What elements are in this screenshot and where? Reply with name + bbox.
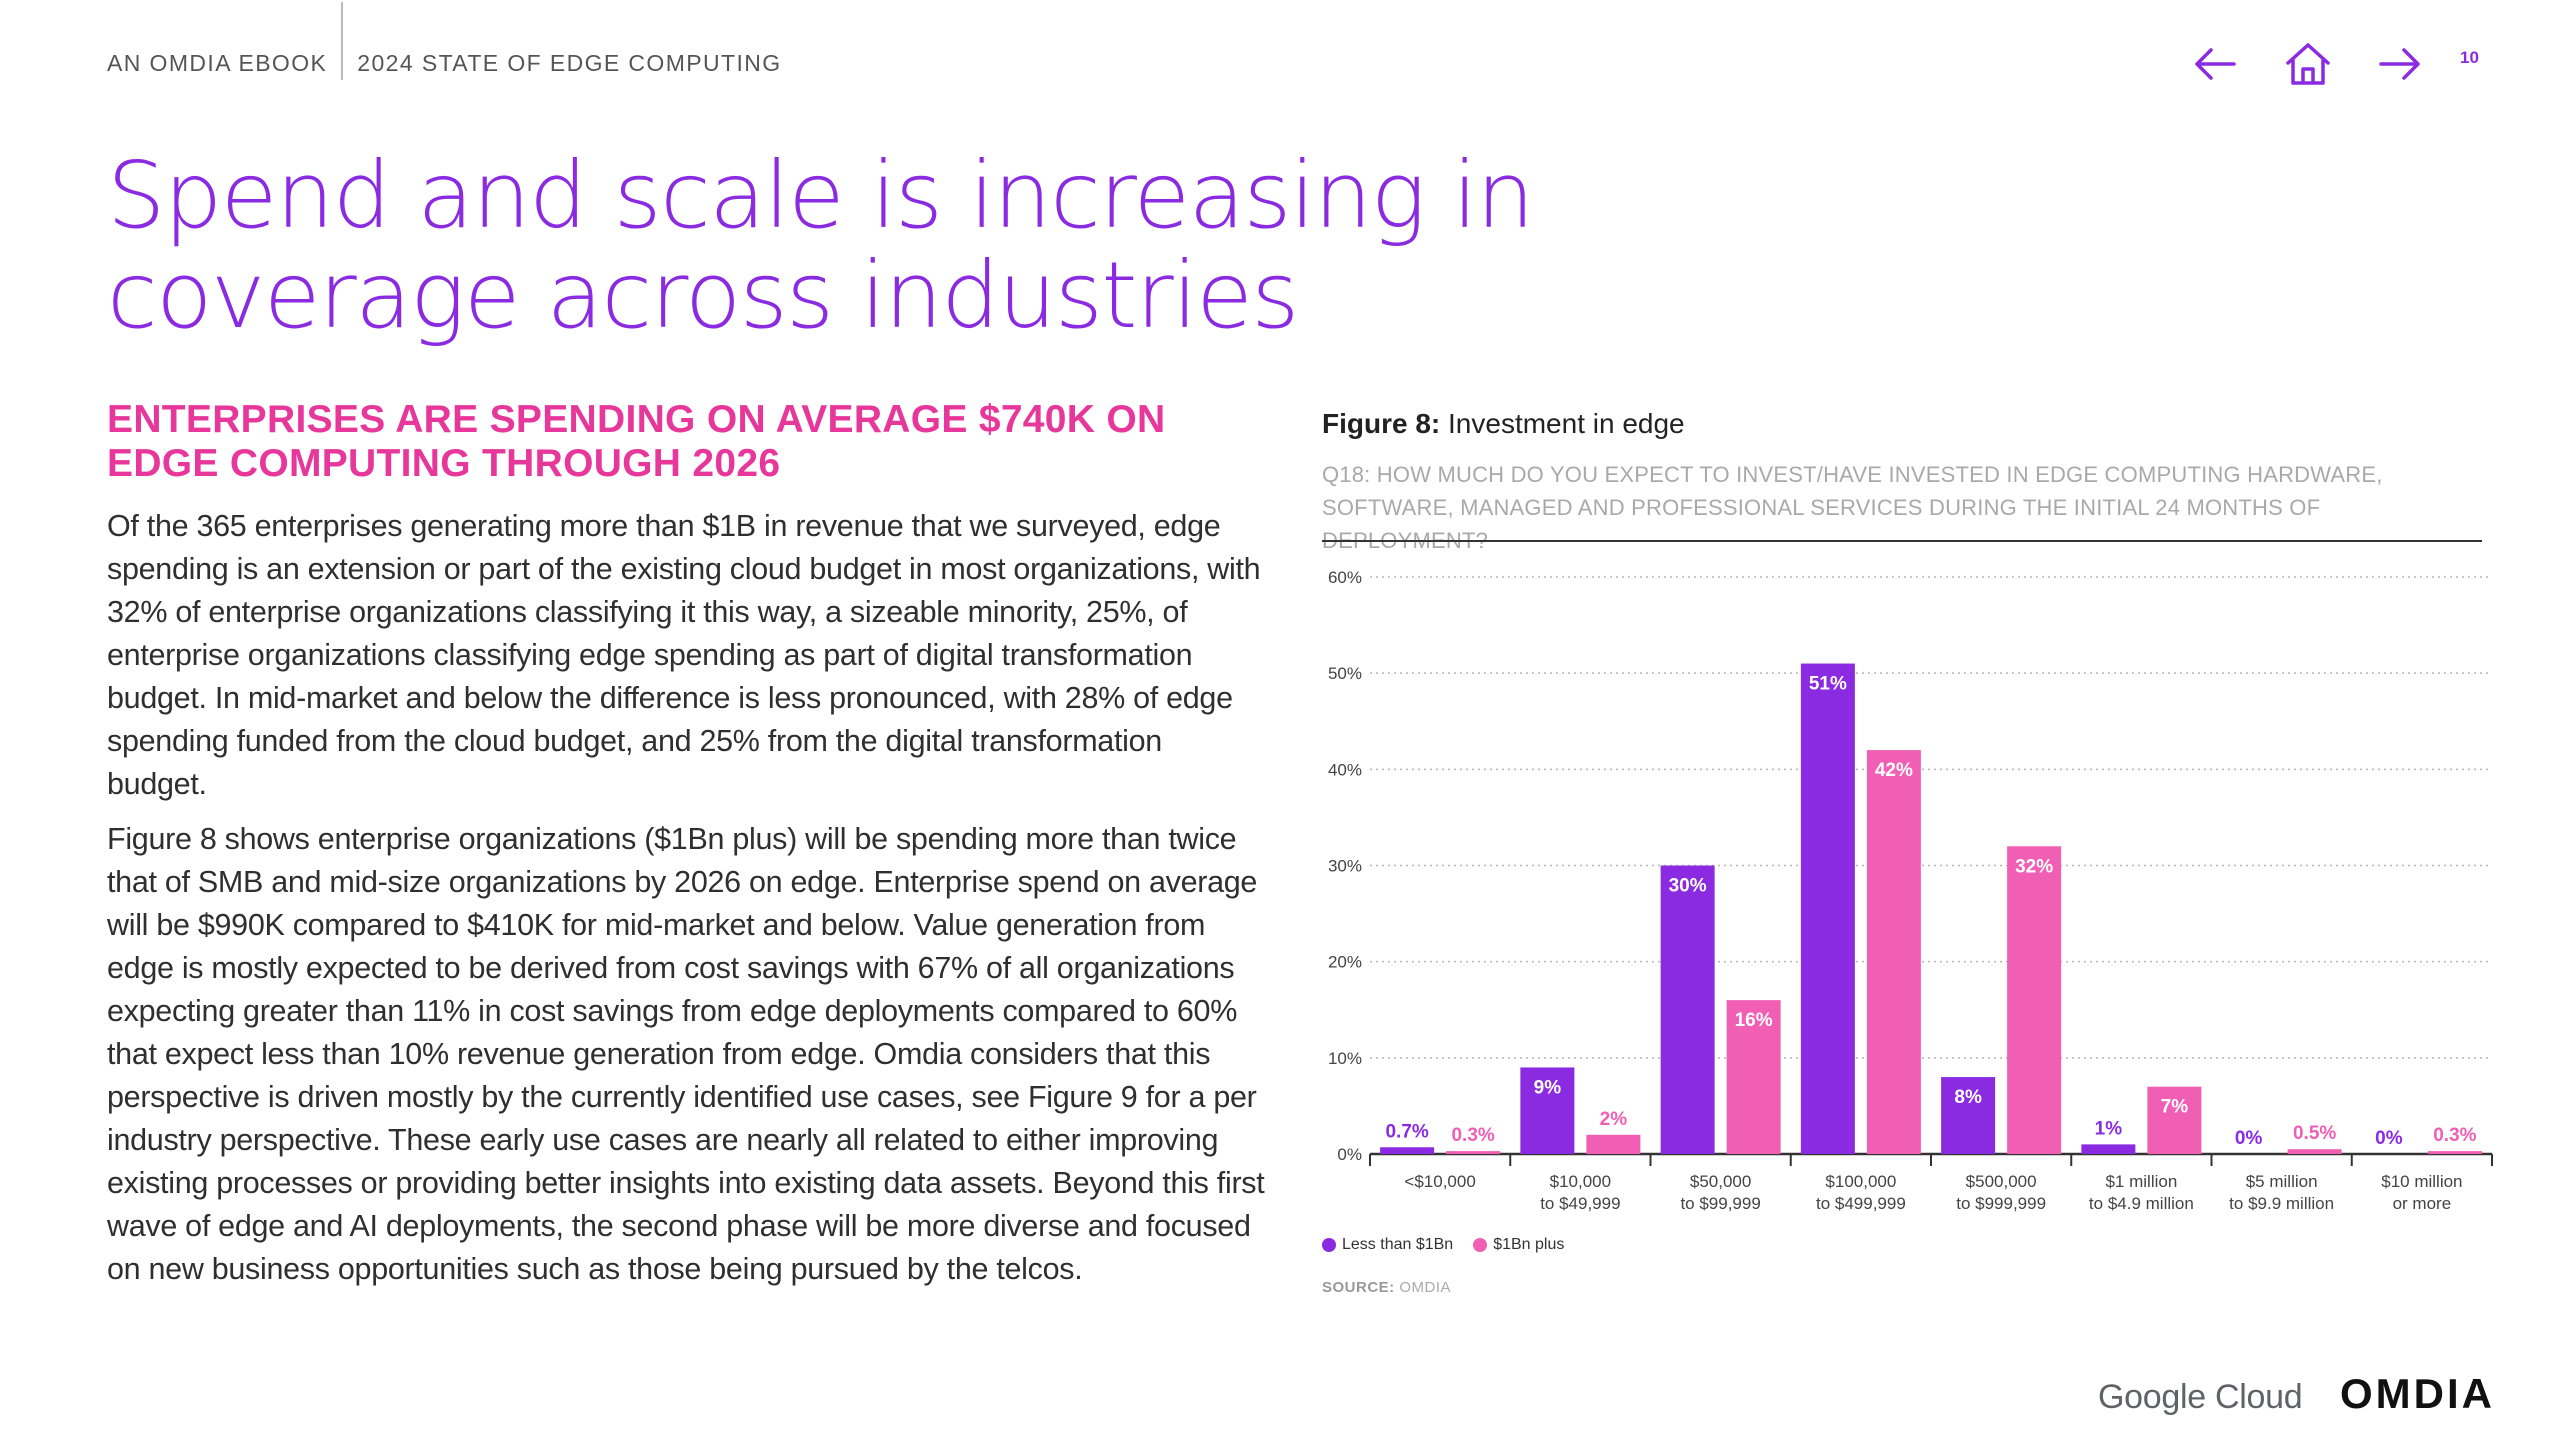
y-tick-label: 60%: [1328, 568, 1362, 587]
x-tick-label: $5 million: [2246, 1172, 2318, 1191]
data-label: 0.5%: [2293, 1123, 2336, 1144]
x-tick-label: to $499,999: [1816, 1194, 1906, 1213]
x-tick-label: to $9.9 million: [2229, 1194, 2334, 1213]
home-icon: [2286, 43, 2330, 85]
omdia-logo: OMDIA: [2340, 1370, 2495, 1418]
bar-chart: 0% 10% 20% 30% 40% 50% 60% 0.7% 0.3% <$10,000 9% 2%…: [1328, 568, 2493, 1213]
data-label: 51%: [1809, 674, 1847, 695]
figure-divider: [1322, 540, 2482, 542]
x-tick-label: <$10,000: [1404, 1172, 1475, 1191]
previous-page-button[interactable]: [2187, 36, 2243, 92]
chart-legend: Less than $1Bn $1Bn plus: [1322, 1236, 1584, 1254]
x-tick-label: $10 million: [2381, 1172, 2462, 1191]
source-value: OMDIA: [1399, 1279, 1452, 1296]
figure-question: Q18: HOW MUCH DO YOU EXPECT TO INVEST/HA…: [1322, 462, 2383, 553]
next-page-button[interactable]: [2372, 36, 2428, 92]
arrow-right-icon: [2379, 48, 2420, 80]
legend-swatch: [1473, 1238, 1488, 1252]
legend-label: $1Bn plus: [1493, 1236, 1565, 1253]
body-text: Of the 365 enterprises generating more t…: [107, 505, 1267, 1303]
bar-1bn-plus: [2147, 1086, 2202, 1154]
x-tick-label: $10,000: [1550, 1172, 1611, 1191]
data-label: 0.3%: [2433, 1125, 2476, 1146]
figure-name: Investment in edge: [1448, 408, 1685, 439]
paragraph: Figure 8 shows enterprise organizations …: [107, 822, 1265, 1286]
bar-less-than-1bn: [2081, 1144, 2136, 1154]
y-tick-label: 10%: [1328, 1049, 1362, 1068]
x-tick-label: to $999,999: [1956, 1194, 2046, 1213]
page-number: 10: [2460, 48, 2479, 67]
data-label: 0.7%: [1385, 1121, 1428, 1142]
google-cloud-logo: Google Cloud: [2098, 1378, 2303, 1417]
x-tick-label: to $4.9 million: [2089, 1194, 2194, 1213]
figure-label: Figure 8:: [1322, 408, 1441, 439]
bar-less-than-1bn: [1660, 865, 1715, 1154]
breadcrumb-divider: [341, 2, 344, 80]
bar-less-than-1bn: [1520, 1067, 1575, 1154]
data-label: 30%: [1669, 876, 1707, 897]
figure-title: Figure 8: Investment in edge: [1322, 408, 1685, 440]
legend-item: $1Bn plus: [1473, 1236, 1564, 1254]
page-navigation: [2195, 36, 2560, 92]
data-label: 0%: [2235, 1128, 2263, 1149]
y-tick-label: 40%: [1328, 760, 1362, 779]
x-tick-label: to $99,999: [1680, 1194, 1760, 1213]
bar-less-than-1bn: [1941, 1077, 1996, 1154]
legend-swatch: [1322, 1238, 1336, 1252]
data-label: 2%: [1600, 1109, 1628, 1130]
bar-1bn-plus: [2287, 1149, 2342, 1154]
data-label: 8%: [1954, 1087, 1982, 1108]
bar-1bn-plus: [1446, 1151, 1501, 1154]
data-label: 32%: [2015, 856, 2053, 877]
omdia-logo-text: OMDIA: [2340, 1370, 2495, 1417]
legend-item: Less than $1Bn: [1322, 1236, 1453, 1254]
ebook-label: AN OMDIA EBOOK: [107, 49, 328, 76]
x-tick-label: $100,000: [1825, 1172, 1896, 1191]
y-tick-label: 30%: [1328, 857, 1362, 876]
data-label: 0%: [2375, 1128, 2403, 1149]
x-tick-label: or more: [2393, 1194, 2452, 1213]
data-label: 16%: [1735, 1010, 1773, 1031]
figure-source: SOURCE: OMDIA: [1322, 1279, 1451, 1296]
paragraph: Of the 365 enterprises generating more t…: [107, 509, 1261, 801]
bar-1bn-plus: [1726, 1000, 1781, 1154]
report-title: 2024 STATE OF EDGE COMPUTING: [357, 49, 782, 76]
page-title: Spend and scale is increasing in coverag…: [107, 142, 1535, 349]
x-tick-label: $1 million: [2105, 1172, 2177, 1191]
y-tick-label: 50%: [1328, 664, 1362, 683]
x-tick-label: to $49,999: [1540, 1194, 1620, 1213]
bar-1bn-plus: [1866, 750, 1921, 1154]
bar-1bn-plus: [1586, 1134, 1641, 1154]
y-tick-label: 20%: [1328, 953, 1362, 972]
bar-less-than-1bn: [1800, 663, 1855, 1154]
bar-1bn-plus: [2427, 1151, 2482, 1154]
x-tick-label: $500,000: [1966, 1172, 2037, 1191]
bar-less-than-1bn: [1380, 1147, 1435, 1154]
data-label: 9%: [1534, 1077, 1562, 1098]
x-tick-label: $50,000: [1690, 1172, 1751, 1191]
legend-label: Less than $1Bn: [1342, 1236, 1454, 1253]
data-label: 1%: [2095, 1118, 2123, 1139]
data-label: 7%: [2161, 1097, 2189, 1118]
home-button[interactable]: [2280, 36, 2336, 92]
source-label: SOURCE:: [1322, 1279, 1395, 1296]
data-label: 0.3%: [1451, 1125, 1494, 1146]
y-tick-label: 0%: [1337, 1145, 1362, 1164]
google-cloud-logo-text: Google Cloud: [2098, 1378, 2303, 1416]
breadcrumb: AN OMDIA EBOOK 2024 STATE OF EDGE COMPUT…: [107, 2, 782, 80]
bar-1bn-plus: [2007, 846, 2062, 1154]
data-label: 42%: [1875, 760, 1913, 781]
section-heading: ENTERPRISES ARE SPENDING ON AVERAGE $740…: [107, 398, 1166, 485]
arrow-left-icon: [2195, 48, 2236, 80]
